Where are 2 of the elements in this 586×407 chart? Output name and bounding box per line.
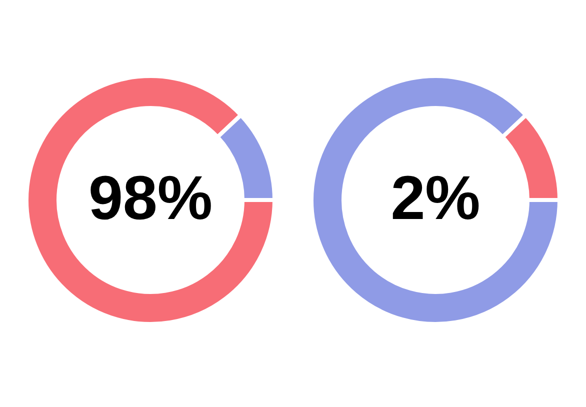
text: 2% — [390, 164, 480, 233]
text: 98% — [88, 164, 213, 233]
